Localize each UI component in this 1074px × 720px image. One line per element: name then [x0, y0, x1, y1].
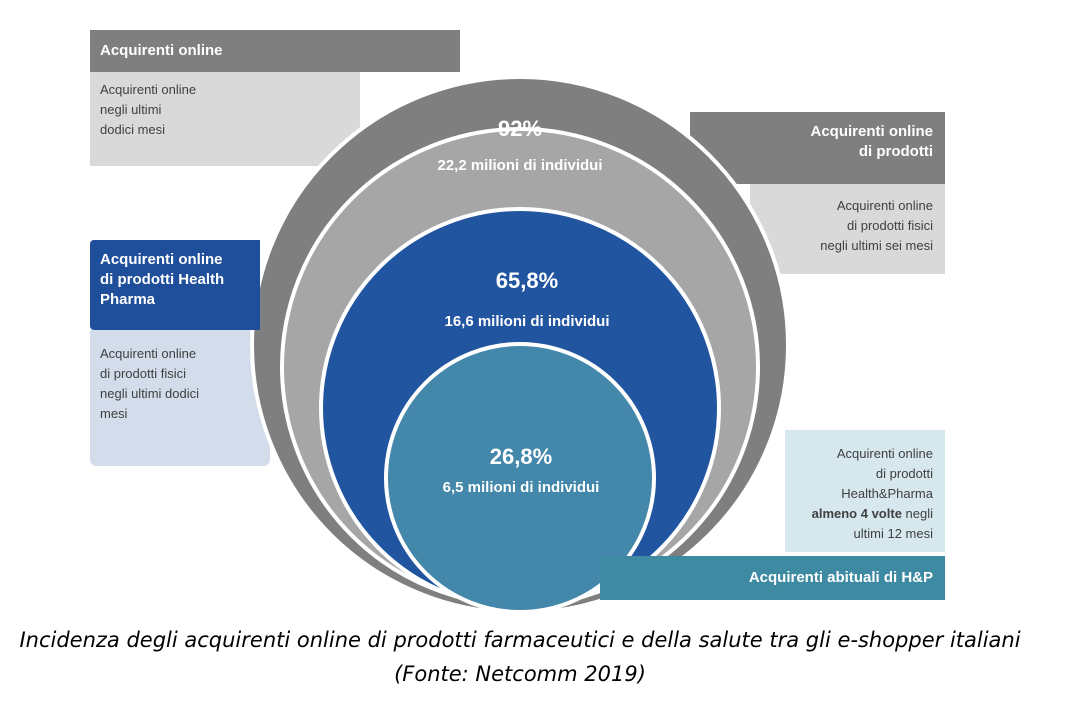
- box-habitual-desc-line: Health&Pharma: [841, 486, 933, 501]
- box-habitual-desc-line: ultimi 12 mesi: [853, 526, 933, 541]
- people-label-habitual: 6,5 milioni di individui: [443, 479, 600, 496]
- box-habitual-title: Acquirenti abituali di H&P: [600, 556, 945, 600]
- figure-caption: Incidenza degli acquirenti online di pro…: [19, 628, 1021, 652]
- box-products-desc-line: di prodotti fisici: [847, 218, 933, 233]
- box-habitual-desc-line: di prodotti: [875, 466, 933, 481]
- concentric-circles-diagram: 92% 22,2 milioni di individui 65,8% 16,6…: [250, 75, 790, 615]
- box-habitual-desc-bold: almeno 4 volte: [811, 506, 902, 521]
- box-online-title: Acquirenti online: [90, 30, 460, 72]
- box-online-title-text: Acquirenti online: [100, 42, 223, 59]
- box-hp-title-line: Pharma: [100, 291, 156, 308]
- box-products-description: Acquirenti online di prodotti fisici neg…: [750, 184, 945, 274]
- percent-label-habitual: 26,8%: [490, 444, 552, 469]
- people-label-products: 22,2 milioni di individui: [437, 157, 602, 174]
- box-products-title-line: Acquirenti online: [810, 123, 933, 140]
- box-health-pharma-title: Acquirenti online di prodotti Health Pha…: [90, 240, 260, 330]
- box-habitual-desc-line: Acquirenti online: [836, 446, 933, 461]
- figure-source: (Fonte: Netcomm 2019): [394, 662, 646, 686]
- box-habitual-desc-line: almeno 4 volte negli: [785, 504, 933, 524]
- box-online-desc-line: dodici mesi: [100, 122, 166, 137]
- box-online-description: Acquirenti online negli ultimi dodici me…: [90, 72, 360, 166]
- box-online-desc-line: negli ultimi: [100, 102, 162, 117]
- box-hp-title-line: di prodotti Health: [100, 271, 225, 288]
- box-habitual-description: Acquirenti online di prodotti Health&Pha…: [785, 430, 945, 552]
- box-hp-desc-line: negli ultimi dodici: [100, 386, 199, 401]
- percent-label-products: 92%: [498, 116, 542, 141]
- box-products-title: Acquirenti online di prodotti: [690, 112, 945, 184]
- people-label-health-pharma: 16,6 milioni di individui: [444, 313, 609, 330]
- box-hp-desc-line: di prodotti fisici: [100, 366, 186, 381]
- box-hp-desc-line: mesi: [100, 406, 128, 421]
- box-hp-desc-line: Acquirenti online: [100, 346, 197, 361]
- ring-habitual-buyers: [384, 342, 656, 614]
- box-habitual-desc-after-bold: negli: [901, 506, 933, 521]
- box-health-pharma-description: Acquirenti online di prodotti fisici neg…: [90, 330, 270, 466]
- box-online-desc-line: Acquirenti online: [100, 82, 197, 97]
- box-hp-title-line: Acquirenti online: [100, 251, 223, 268]
- box-products-title-line: di prodotti: [858, 143, 933, 160]
- box-habitual-title-text: Acquirenti abituali di H&P: [748, 569, 933, 586]
- box-products-desc-line: Acquirenti online: [836, 198, 933, 213]
- percent-label-health-pharma: 65,8%: [496, 268, 558, 293]
- box-products-desc-line: negli ultimi sei mesi: [820, 238, 933, 253]
